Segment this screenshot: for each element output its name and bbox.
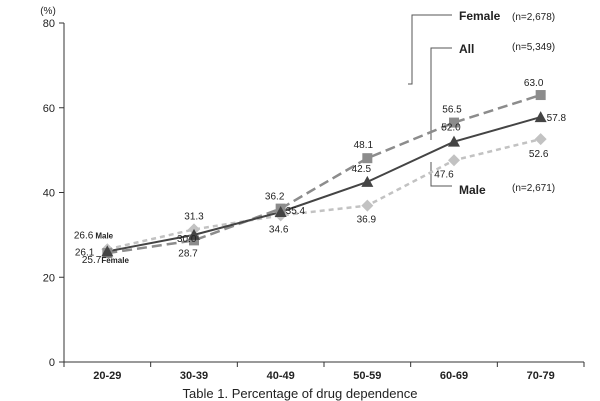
legend-all-name: All	[459, 42, 474, 56]
x-tick-label: 30-39	[180, 370, 208, 382]
data-label-female: 48.1	[354, 140, 374, 151]
data-label-all: 57.8	[547, 113, 567, 124]
x-tick-label: 70-79	[527, 370, 555, 382]
y-tick-label: 40	[43, 188, 55, 200]
data-label-male: 31.3	[184, 211, 204, 222]
series-line-all	[107, 116, 541, 253]
x-tick-label: 60-69	[440, 370, 468, 382]
all-point	[101, 245, 114, 257]
inline-label-female: Female	[101, 256, 129, 265]
male-callout-line	[430, 162, 452, 187]
legend-male-n: (n=2,671)	[512, 183, 555, 194]
inline-label-male: Male	[95, 231, 113, 240]
legend-female-n: (n=2,678)	[512, 12, 555, 23]
data-label-female: 56.5	[442, 105, 462, 116]
data-label-male: 36.9	[357, 215, 377, 226]
data-label-male: 34.6	[269, 224, 289, 235]
y-unit-label: (%)	[40, 6, 56, 17]
legend-male-name: Male	[459, 183, 486, 197]
data-label-all: 42.5	[352, 164, 372, 175]
all-point	[448, 135, 460, 147]
data-label-female: 63.0	[524, 78, 544, 89]
male-point	[534, 133, 547, 146]
data-label-all: 30.0	[177, 234, 197, 245]
all-callout-line	[430, 47, 452, 140]
y-tick-label: 0	[49, 357, 55, 369]
data-label-female: 25.7	[82, 255, 102, 266]
series-markers	[101, 90, 547, 259]
series-line-female	[107, 93, 542, 255]
series-line-male	[107, 137, 541, 251]
female-point	[362, 153, 373, 164]
legend-all-n: (n=5,349)	[512, 42, 555, 53]
data-label-male: 47.6	[434, 169, 454, 180]
data-label-all: 26.1	[75, 247, 95, 258]
y-tick-label: 20	[43, 272, 55, 284]
all-point	[534, 111, 547, 123]
x-tick-label: 20-29	[93, 370, 121, 382]
data-label-all: 35.4	[286, 206, 306, 217]
female-point	[535, 90, 546, 101]
legend-female-name: Female	[459, 9, 501, 23]
data-label-male: 26.6	[74, 230, 94, 241]
all-point	[188, 228, 200, 240]
legend-callouts: Female (n=2,678) All (n=5,349) Male (n=2,671)	[408, 9, 555, 197]
y-tick-label: 60	[43, 103, 55, 115]
all-point	[361, 175, 374, 187]
y-tick-label: 80	[43, 18, 55, 30]
female-point	[449, 117, 459, 128]
data-labels: 25.7 28.7 36.2 48.1 56.5 63.0 26.1 30.0 35.4 42.5…	[74, 78, 567, 266]
data-label-female: 36.2	[265, 192, 285, 203]
female-point	[189, 235, 199, 246]
data-label-all: 52.0	[441, 123, 461, 134]
male-point	[361, 199, 374, 212]
chart-axes: (%) 0 20 40 60 80 20-29 30-39 40-49 50-59 60-69 70-…	[40, 6, 585, 382]
x-tick-label: 40-49	[267, 370, 295, 382]
male-point	[448, 154, 460, 167]
all-point	[274, 205, 287, 217]
series-lines	[107, 93, 542, 255]
data-label-female: 28.7	[178, 248, 198, 259]
data-label-male: 52.6	[529, 149, 549, 160]
x-tick-label: 50-59	[353, 370, 381, 382]
chart-caption: Table 1. Percentage of drug dependence	[182, 386, 418, 401]
female-callout-line	[408, 14, 452, 85]
